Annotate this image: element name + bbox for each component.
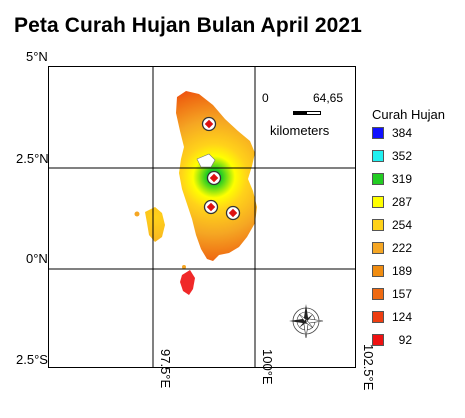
station-marker-icon[interactable]: [225, 205, 241, 221]
legend-label: 254: [391, 218, 412, 232]
legend-swatch: [372, 334, 384, 346]
station-marker-icon[interactable]: [203, 199, 219, 215]
legend-label: 319: [391, 172, 412, 186]
compass-rose-icon: [289, 304, 324, 339]
scale-unit-label: kilometers: [270, 123, 330, 138]
legend-swatch: [372, 288, 384, 300]
legend-label: 189: [391, 264, 412, 278]
scale-bar: [293, 111, 321, 115]
graticule: [49, 67, 355, 367]
legend-label: 287: [391, 195, 412, 209]
lake-toba: [196, 153, 216, 168]
map-title: Peta Curah Hujan Bulan April 2021: [14, 14, 362, 37]
legend-label: 352: [391, 149, 412, 163]
legend-swatch: [372, 265, 384, 277]
island-south: [180, 270, 195, 295]
station-marker-icon[interactable]: [206, 170, 222, 186]
islet-west: [134, 211, 140, 217]
island-west: [145, 207, 165, 242]
lat-label-5n: 5°N: [26, 49, 48, 64]
legend-swatch: [372, 127, 384, 139]
scale-end-label: 64,65: [313, 91, 344, 105]
legend-swatch: [372, 219, 384, 231]
legend-label: 124: [391, 310, 412, 324]
scale-start-label: 0: [262, 91, 269, 105]
legend-swatch: [372, 173, 384, 185]
legend-label: 157: [391, 287, 412, 301]
islet-south: [182, 265, 186, 269]
lat-label-2-5n: 2.5°N: [16, 151, 49, 166]
station-marker-icon[interactable]: [201, 116, 217, 132]
rainfall-map: [48, 66, 356, 368]
lon-label-102-5e: 102.5°E: [361, 344, 376, 391]
legend-label: 222: [391, 241, 412, 255]
lat-label-0n: 0°N: [26, 251, 48, 266]
legend-label: 384: [391, 126, 412, 140]
lon-label-97-5e: 97.5°E: [158, 349, 173, 389]
legend-swatch: [372, 196, 384, 208]
legend-title: Curah Hujan: [372, 107, 445, 122]
legend-label: 92: [398, 333, 412, 347]
legend-swatch: [372, 150, 384, 162]
lat-label-2-5s: 2.5°S: [16, 352, 48, 367]
rainfall-map-canvas: [49, 67, 355, 367]
lon-label-100e: 100°E: [260, 349, 275, 385]
legend-swatch: [372, 311, 384, 323]
legend-swatch: [372, 242, 384, 254]
